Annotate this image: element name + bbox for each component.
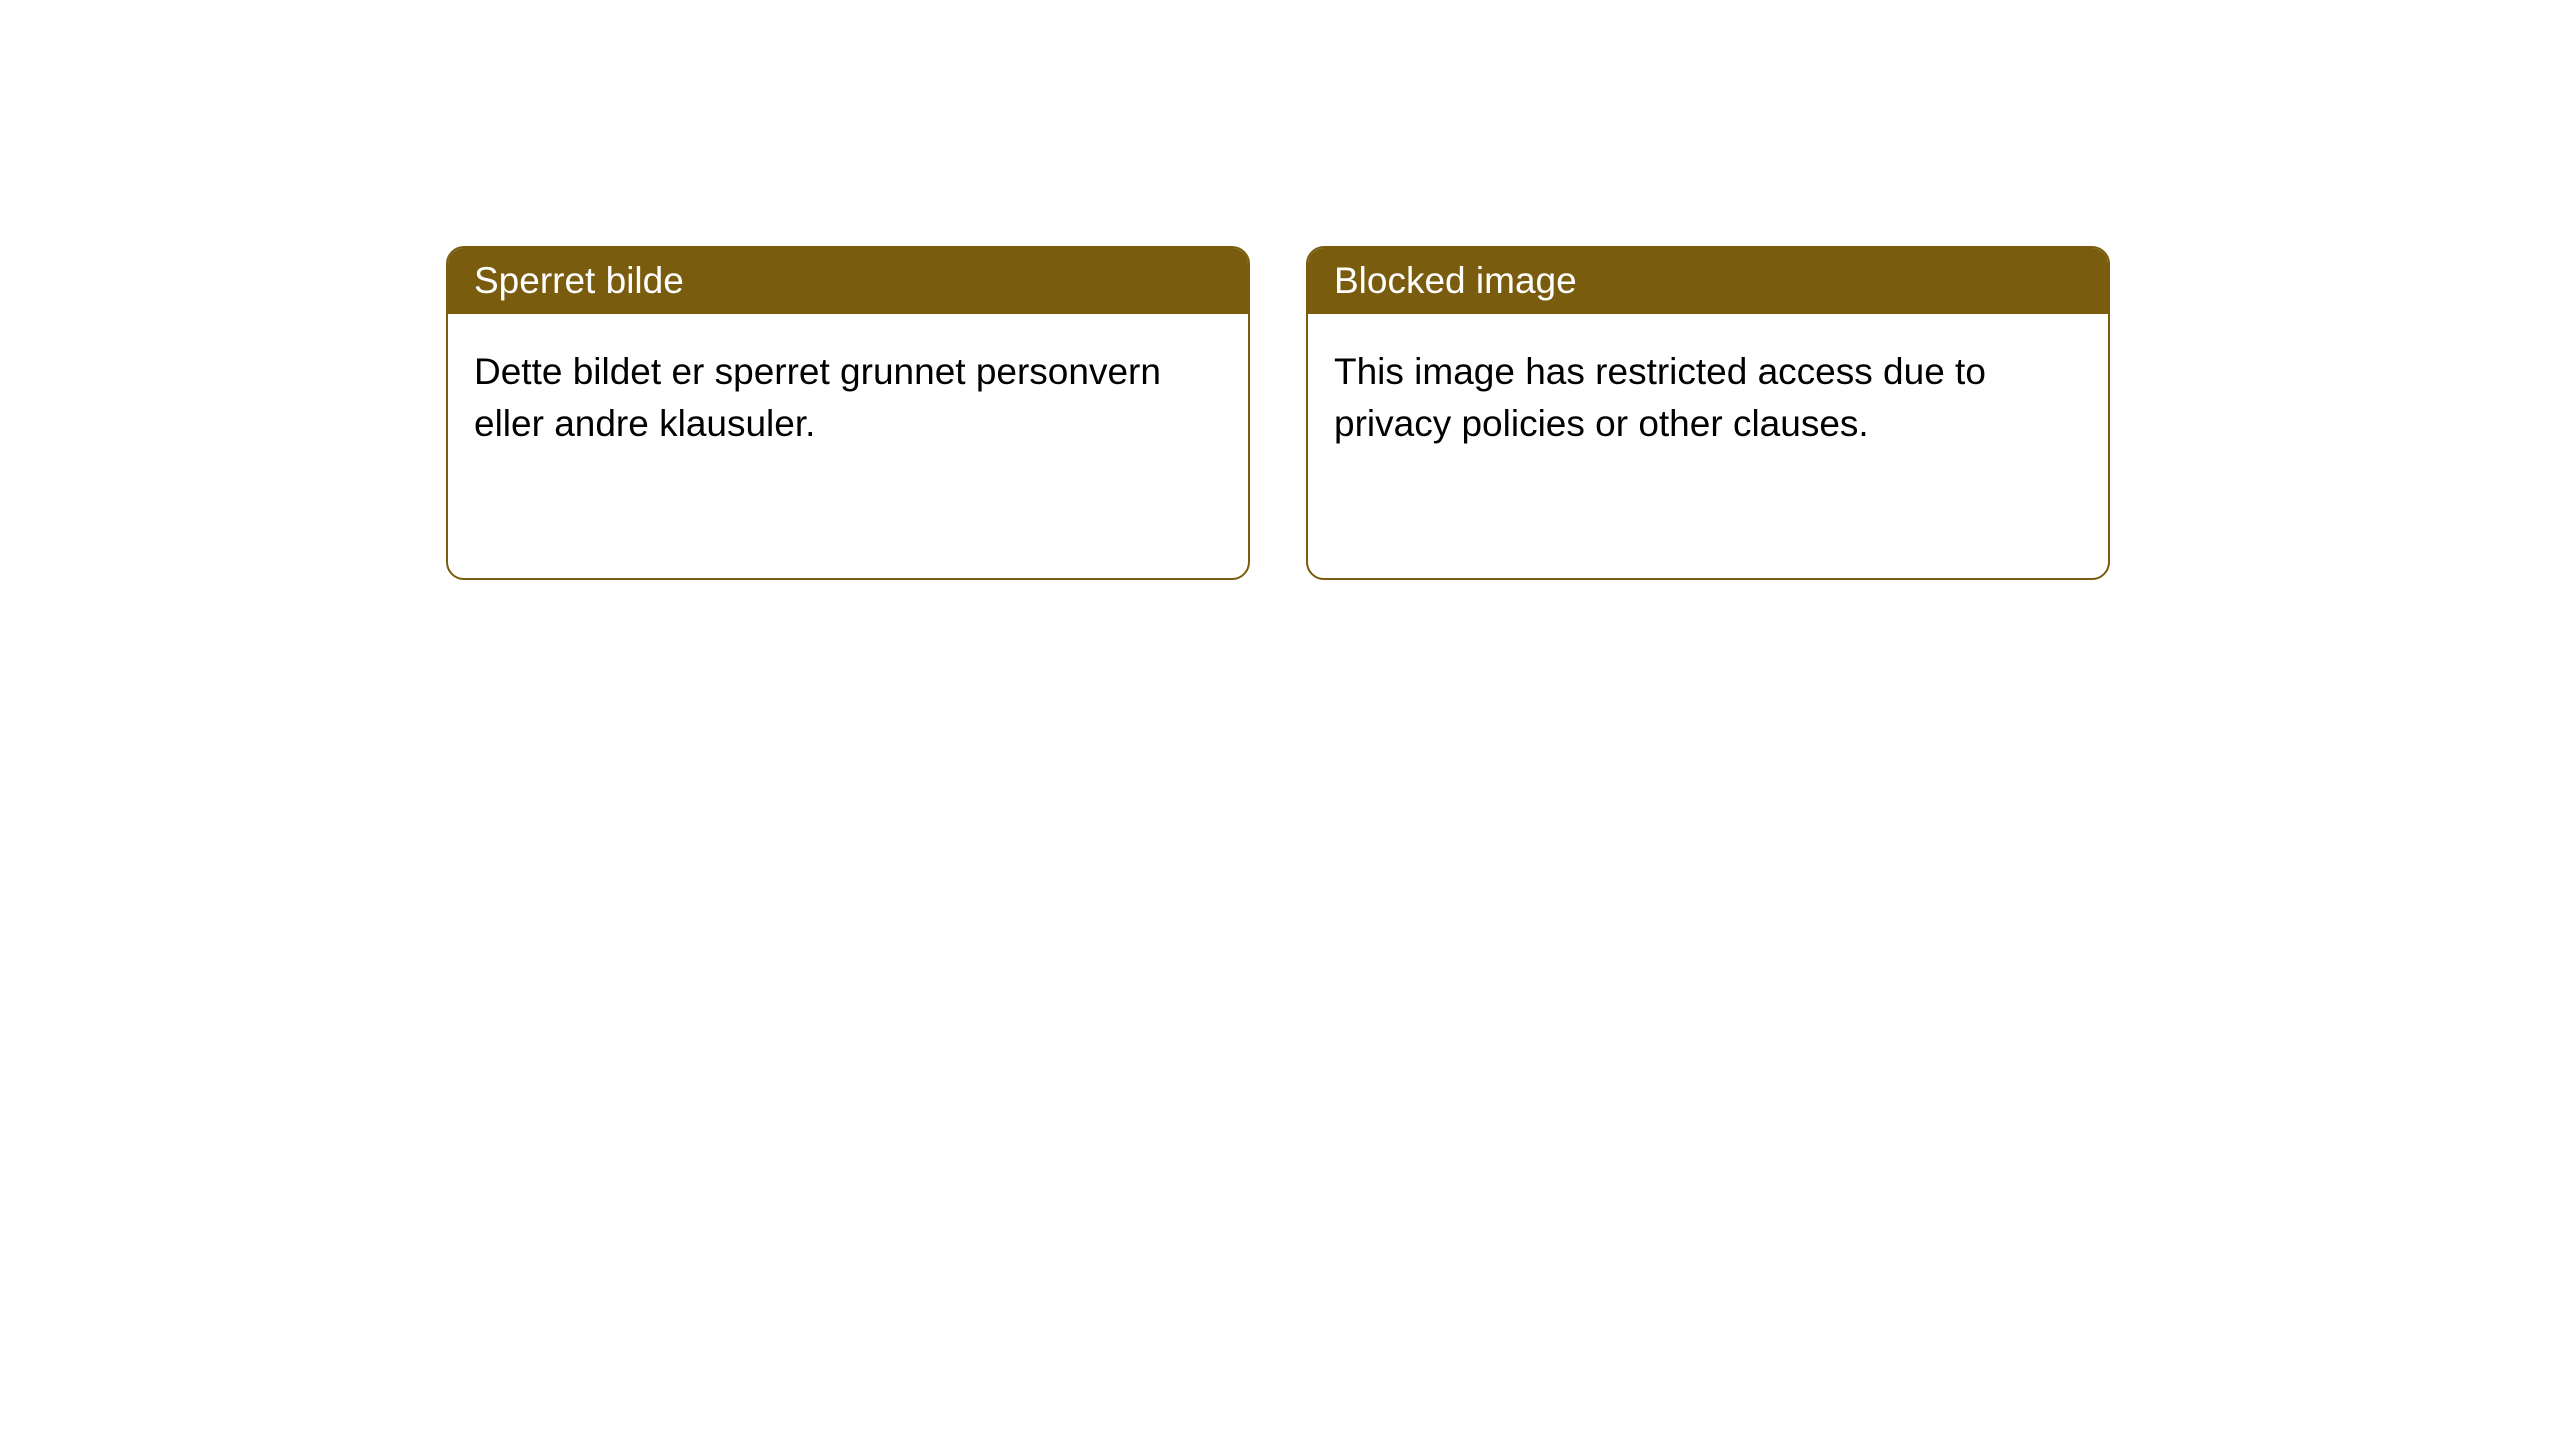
card-title-no: Sperret bilde (448, 248, 1248, 314)
blocked-image-card-no: Sperret bilde Dette bildet er sperret gr… (446, 246, 1250, 580)
blocked-image-cards: Sperret bilde Dette bildet er sperret gr… (446, 246, 2560, 580)
card-body-no: Dette bildet er sperret grunnet personve… (448, 314, 1248, 482)
card-body-en: This image has restricted access due to … (1308, 314, 2108, 482)
blocked-image-card-en: Blocked image This image has restricted … (1306, 246, 2110, 580)
card-title-en: Blocked image (1308, 248, 2108, 314)
